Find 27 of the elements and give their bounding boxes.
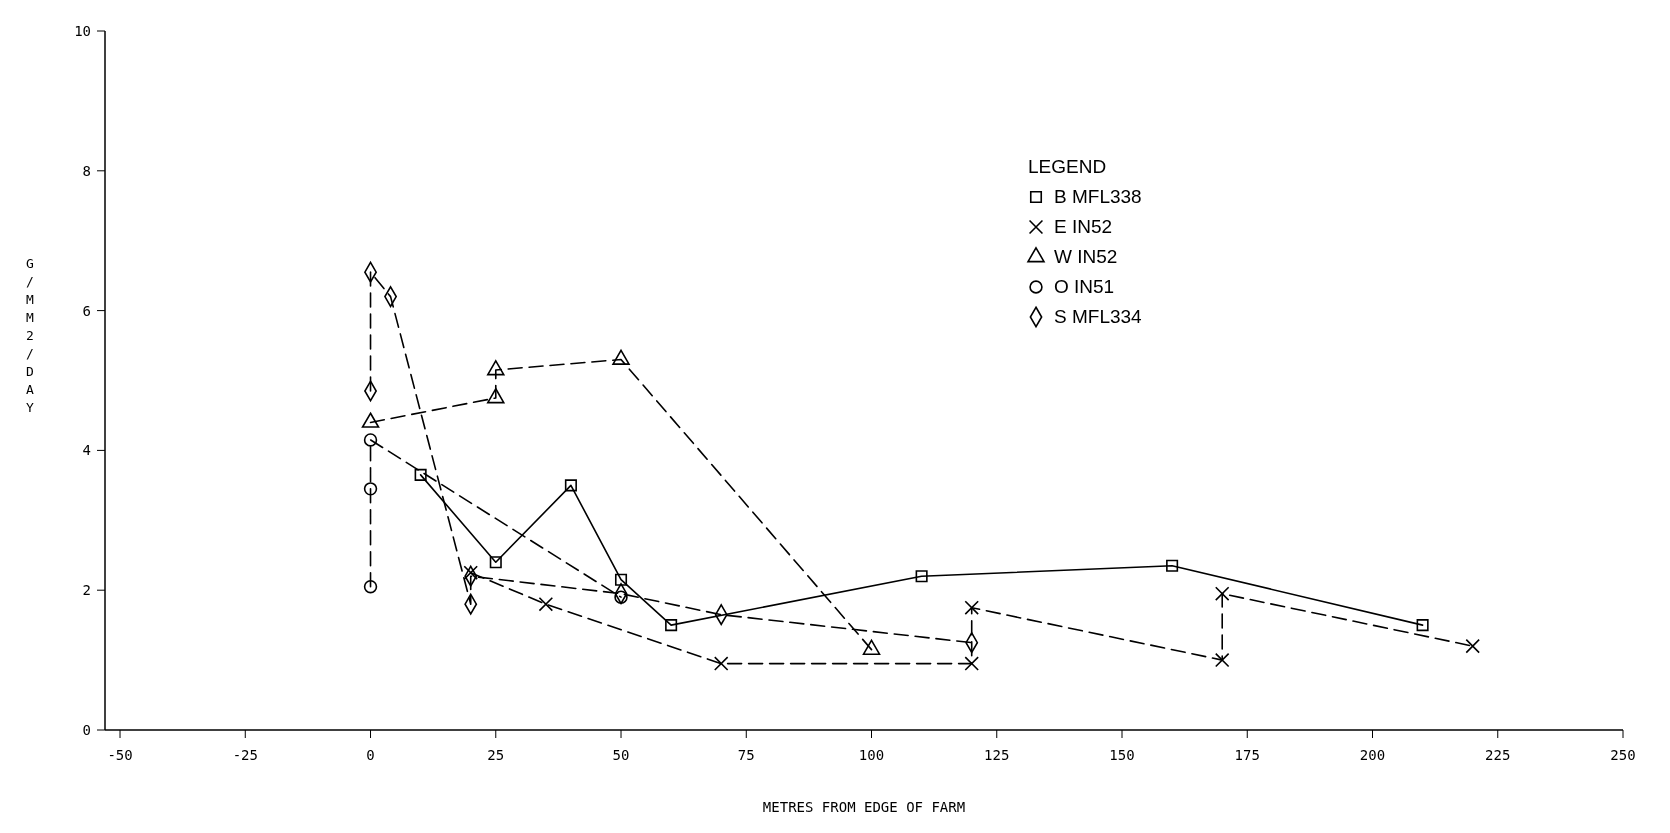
legend-label: S MFL334 bbox=[1054, 306, 1143, 327]
x-tick-label: 25 bbox=[487, 747, 505, 763]
x-tick-label: -25 bbox=[232, 747, 258, 763]
x-tick-label: 125 bbox=[984, 747, 1010, 763]
legend-label: W IN52 bbox=[1054, 246, 1118, 267]
y-tick-label: 4 bbox=[82, 442, 91, 459]
x-tick-label: 175 bbox=[1234, 747, 1260, 763]
legend-label: O IN51 bbox=[1054, 276, 1115, 297]
y-tick-label: 6 bbox=[82, 302, 91, 319]
legend-label: B MFL338 bbox=[1054, 186, 1142, 207]
x-tick-label: -50 bbox=[107, 747, 133, 763]
y-tick-label: 0 bbox=[82, 722, 91, 738]
legend-title: LEGEND bbox=[1028, 156, 1107, 177]
legend-label: E IN52 bbox=[1054, 216, 1113, 237]
x-tick-label: 0 bbox=[366, 747, 375, 763]
x-tick-label: 100 bbox=[858, 747, 885, 763]
y-tick-label: 10 bbox=[74, 23, 91, 39]
x-tick-label: 225 bbox=[1485, 747, 1511, 763]
y-tick-label: 2 bbox=[82, 582, 91, 599]
text: G/MM2/DAY bbox=[26, 256, 34, 415]
x-tick-label: 75 bbox=[737, 747, 755, 763]
y-tick-label: 8 bbox=[82, 162, 91, 179]
x-axis-title: METRES FROM EDGE OF FARM bbox=[762, 799, 966, 815]
x-tick-label: 200 bbox=[1359, 747, 1386, 763]
x-tick-label: 150 bbox=[1109, 747, 1135, 763]
x-tick-label: 250 bbox=[1610, 747, 1636, 763]
x-tick-label: 50 bbox=[612, 747, 630, 763]
